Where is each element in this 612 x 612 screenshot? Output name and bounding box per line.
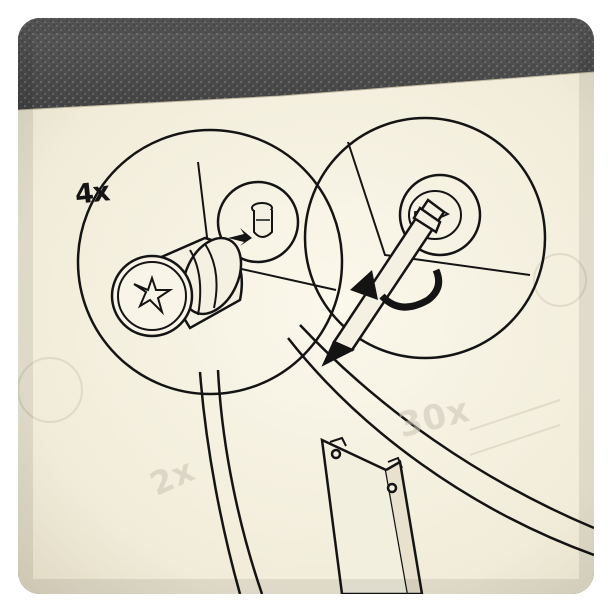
screwdriver-detail-circle — [303, 116, 547, 360]
panel-piece — [320, 436, 424, 594]
quantity-label: 4x — [73, 176, 111, 211]
connector-line-left — [198, 371, 242, 594]
connector-line-right — [287, 337, 594, 557]
instruction-photo: 4x 30x 2x — [18, 18, 594, 594]
assembly-illustration — [18, 18, 594, 594]
rotate-arrow-icon — [350, 268, 443, 311]
cam-lock-icon — [110, 236, 244, 338]
